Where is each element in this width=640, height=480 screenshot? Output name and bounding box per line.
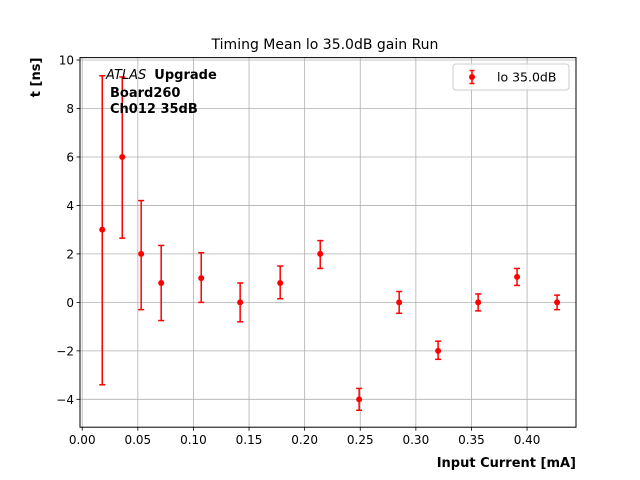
point-marker: [317, 250, 324, 257]
data-point: [317, 239, 324, 270]
legend-marker: [469, 69, 475, 85]
data-point: [237, 282, 244, 323]
point-marker: [396, 299, 403, 306]
x-tick-label: 0.35: [458, 433, 485, 447]
data-point: [475, 293, 482, 312]
point-marker: [435, 347, 442, 354]
point-marker: [158, 279, 165, 286]
y-tick-label: 6: [66, 150, 74, 164]
x-tick-label: 0.05: [124, 433, 151, 447]
plot-frame: [79, 57, 577, 428]
y-tick-label: 4: [66, 199, 74, 213]
y-tick-label: 2: [66, 247, 74, 261]
grid-lines: [80, 57, 576, 428]
point-marker: [554, 299, 561, 306]
x-tick-label: 0.10: [180, 433, 207, 447]
data-point: [514, 267, 521, 287]
chart-title: Timing Mean lo 35.0dB gain Run: [211, 37, 439, 53]
point-marker: [198, 275, 205, 282]
data-point: [396, 290, 403, 315]
x-tick-label: 0.25: [347, 433, 374, 447]
data-point: [99, 75, 106, 386]
y-tick-label: 0: [66, 296, 74, 310]
y-tick-label: −2: [56, 344, 74, 358]
channel-label: Ch012 35dB: [110, 102, 198, 117]
atlas-annotation: ATLAS Upgrade Board260 Ch012 35dB: [105, 66, 217, 117]
y-tick-label: 10: [59, 54, 74, 68]
data-point: [198, 251, 205, 304]
x-axis-ticks: 0.00 0.05 0.10 0.15 0.20 0.25 0.30 0.35 0.40: [69, 427, 541, 447]
legend: lo 35.0dB: [452, 63, 570, 91]
data-point: [356, 387, 363, 411]
legend-box: [452, 63, 570, 91]
data-point: [138, 199, 145, 311]
x-tick-label: 0.30: [402, 433, 429, 447]
x-tick-label: 0.20: [291, 433, 318, 447]
point-marker: [475, 299, 482, 306]
y-tick-label: 8: [66, 102, 74, 116]
atlas-label: ATLAS: [105, 68, 146, 83]
y-axis-label: t [ns]: [29, 58, 44, 98]
data-point: [435, 340, 442, 361]
x-tick-label: 0.00: [69, 433, 96, 447]
data-layer: [99, 75, 561, 411]
point-marker: [138, 250, 145, 257]
board-label: Board260: [110, 86, 180, 101]
data-point: [277, 265, 284, 300]
legend-label: lo 35.0dB: [497, 70, 556, 85]
y-tick-label: −4: [56, 393, 74, 407]
point-marker: [356, 396, 363, 403]
x-axis-label: Input Current [mA]: [437, 456, 576, 471]
data-point: [554, 294, 561, 311]
svg-text:ATLAS Upgrade: ATLAS Upgrade: [105, 66, 217, 83]
data-point: [158, 244, 165, 322]
x-tick-label: 0.40: [514, 433, 541, 447]
y-axis-ticks: −4 −2 0 2 4 6 8 10: [56, 54, 80, 407]
data-point: [119, 76, 126, 239]
x-tick-label: 0.15: [236, 433, 263, 447]
point-marker: [119, 153, 126, 160]
point-marker: [277, 279, 284, 286]
upgrade-label: Upgrade: [154, 68, 217, 83]
point-marker: [237, 299, 244, 306]
point-marker: [514, 273, 521, 280]
point-marker: [99, 226, 106, 233]
